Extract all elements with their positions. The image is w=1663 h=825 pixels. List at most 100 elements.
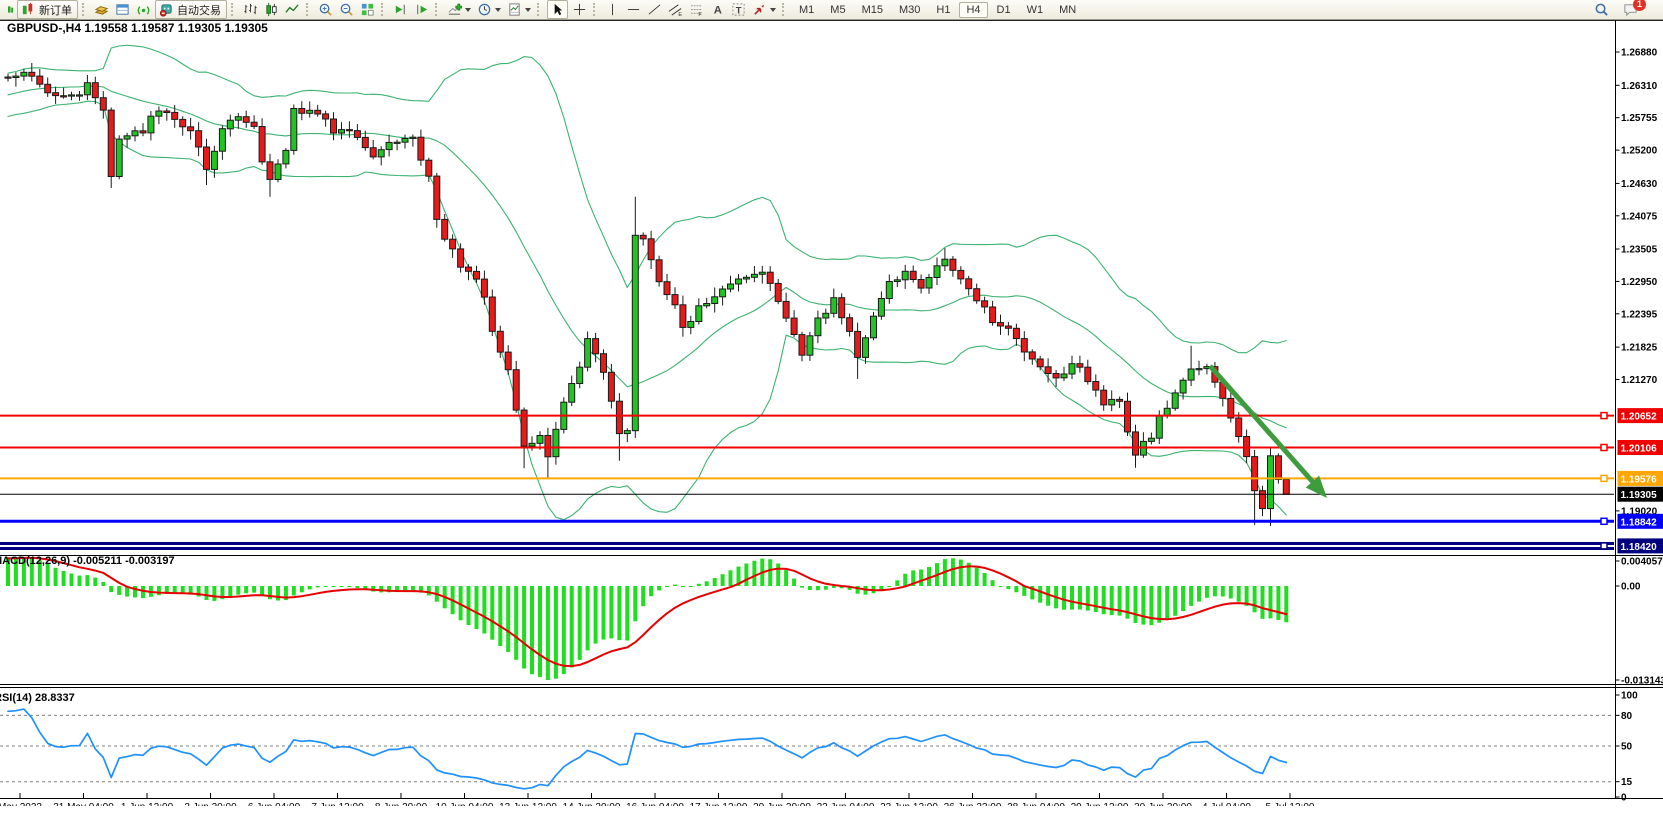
svg-text:20 Jun 20:00: 20 Jun 20:00 — [753, 802, 811, 806]
tile-windows-button[interactable] — [358, 1, 377, 18]
fibonacci-button[interactable]: F — [687, 1, 706, 18]
hline-1.20106[interactable] — [0, 443, 1614, 452]
timeframe-MN-button[interactable]: MN — [1059, 3, 1077, 16]
svg-text:1.18420: 1.18420 — [1621, 542, 1658, 553]
line-chart-button[interactable] — [283, 1, 302, 18]
hline-1.19576[interactable] — [0, 474, 1614, 483]
horizontal-line-button[interactable] — [624, 1, 643, 18]
toolbar-grip — [381, 3, 386, 16]
zoom-out-button[interactable] — [337, 1, 356, 18]
svg-text:0.00: 0.00 — [1621, 582, 1641, 593]
dropdown-caret-icon — [465, 7, 471, 12]
svg-text:1.24075: 1.24075 — [1621, 211, 1658, 222]
svg-text:10 Jun 04:00: 10 Jun 04:00 — [436, 802, 494, 806]
bollinger-bands — [7, 44, 1287, 521]
cursor-button[interactable] — [547, 0, 568, 19]
search-button[interactable] — [1592, 1, 1611, 18]
auto-scroll-button[interactable] — [391, 1, 410, 18]
svg-text:30 Jun 20:00: 30 Jun 20:00 — [1134, 802, 1192, 806]
timeframe-H4-button[interactable]: H4 — [959, 1, 988, 18]
svg-text:1.18842: 1.18842 — [1621, 517, 1658, 528]
notification-badge: 1 — [1633, 0, 1646, 11]
svg-text:26 Jun 23:00: 26 Jun 23:00 — [944, 802, 1002, 806]
svg-text:1.19020: 1.19020 — [1621, 506, 1658, 517]
signals-button[interactable] — [134, 1, 153, 18]
timeframe-M15-button[interactable]: M15 — [861, 3, 883, 16]
trend-arrow[interactable] — [1208, 364, 1327, 498]
text-button[interactable]: A — [708, 1, 727, 18]
svg-text:1.23505: 1.23505 — [1621, 245, 1658, 256]
periods-button[interactable] — [475, 1, 503, 18]
templates-button[interactable] — [505, 1, 533, 18]
svg-text:28 Jun 04:00: 28 Jun 04:00 — [1007, 802, 1065, 806]
timeframe-M1-button[interactable]: M1 — [799, 3, 815, 16]
chart-profiles-button[interactable] — [92, 1, 111, 18]
candlestick-button[interactable] — [262, 1, 281, 18]
svg-text:1.20106: 1.20106 — [1621, 444, 1658, 455]
chart-shift-button[interactable] — [412, 1, 431, 18]
svg-text:1.21825: 1.21825 — [1621, 343, 1658, 354]
indicators-button[interactable] — [445, 1, 473, 18]
arrows-button[interactable] — [750, 1, 778, 18]
autotrading-button[interactable]: 自动交易 — [155, 0, 227, 19]
timeframe-D1-button[interactable]: D1 — [996, 3, 1011, 16]
autotrading-button-label: 自动交易 — [177, 4, 221, 17]
svg-text:1.19576: 1.19576 — [1621, 474, 1658, 485]
svg-text:1.19305: 1.19305 — [1621, 490, 1658, 501]
svg-text:4 Jul 04:00: 4 Jul 04:00 — [1202, 802, 1251, 806]
dropdown-caret-icon — [495, 7, 501, 12]
chart-title: GBPUSD-,H4 1.19558 1.19587 1.19305 1.193… — [7, 21, 268, 35]
svg-text:E: E — [678, 12, 682, 17]
timeframe-M5-button[interactable]: M5 — [830, 3, 846, 16]
svg-text:1.25755: 1.25755 — [1621, 113, 1658, 124]
vertical-line-button[interactable] — [603, 1, 622, 18]
bar-chart-button[interactable] — [241, 1, 260, 18]
price-axis-labels: 1.20652 1.20106 1.19576 1.18842 1.18420 1.193… — [1617, 408, 1663, 554]
svg-text:50: 50 — [1621, 742, 1633, 753]
svg-text:1.20652: 1.20652 — [1621, 412, 1658, 423]
svg-text:17 Jun 12:00: 17 Jun 12:00 — [690, 802, 748, 806]
svg-text:14 Jun 20:00: 14 Jun 20:00 — [563, 802, 621, 806]
svg-text:80: 80 — [1621, 711, 1633, 722]
rsi-label: RSI(14) 28.8337 — [0, 692, 75, 704]
svg-text:16 Jun 04:00: 16 Jun 04:00 — [626, 802, 684, 806]
crosshair-button[interactable] — [570, 1, 589, 18]
price-axis[interactable]: 1.26880 1.26310 1.25755 1.25200 1.24630 1.240… — [1615, 48, 1663, 804]
toolbar-grip — [593, 3, 598, 16]
timeframe-H1-button[interactable]: H1 — [936, 3, 951, 16]
svg-text:0.004057: 0.004057 — [1621, 557, 1663, 568]
data-window-button[interactable] — [113, 1, 132, 18]
svg-text:23 Jun 12:00: 23 Jun 12:00 — [880, 802, 938, 806]
zoom-in-button[interactable] — [316, 1, 335, 18]
macd-label: MACD(12,26,9) -0.005211 -0.003197 — [0, 555, 175, 567]
timeframe-W1-button[interactable]: W1 — [1026, 3, 1044, 16]
text-label-button[interactable]: T — [729, 1, 748, 18]
svg-text:1.26880: 1.26880 — [1621, 48, 1658, 59]
svg-text:5 Jul 12:00: 5 Jul 12:00 — [1266, 802, 1315, 806]
svg-text:1.22395: 1.22395 — [1621, 309, 1658, 320]
svg-text:31 May 04:00: 31 May 04:00 — [53, 802, 114, 806]
svg-text:15: 15 — [1621, 777, 1633, 788]
svg-text:1.21270: 1.21270 — [1621, 375, 1658, 386]
chart-window-cut[interactable] — [1, 1, 15, 18]
hline-1.20652[interactable] — [0, 411, 1614, 420]
time-axis[interactable]: May 2022 31 May 04:00 1 Jun 12:00 2 Jun 20:… — [0, 793, 1315, 806]
toolbar-grip — [435, 3, 440, 16]
hline-1.18842[interactable] — [0, 517, 1614, 526]
new-order-button[interactable]: 新订单 — [17, 0, 78, 19]
svg-text:1.26310: 1.26310 — [1621, 81, 1658, 92]
hline-1.18420[interactable] — [0, 542, 1614, 550]
timeframe-M30-button[interactable]: M30 — [898, 3, 921, 16]
svg-text:100: 100 — [1621, 691, 1638, 702]
notifications-button[interactable]: 1 — [1621, 0, 1646, 18]
new-order-button-label: 新订单 — [39, 4, 72, 17]
svg-text:2 Jun 20:00: 2 Jun 20:00 — [184, 802, 237, 806]
trendline-button[interactable] — [645, 1, 664, 18]
svg-text:6 Jun 04:00: 6 Jun 04:00 — [248, 802, 301, 806]
svg-text:0: 0 — [1621, 793, 1627, 804]
price-chart[interactable]: 1.26880 1.26310 1.25755 1.25200 1.24630 1.240… — [0, 0, 1663, 806]
svg-text:1.22950: 1.22950 — [1621, 277, 1658, 288]
svg-text:May 2022: May 2022 — [0, 802, 42, 806]
equidistant-channel-button[interactable]: E — [666, 1, 685, 18]
